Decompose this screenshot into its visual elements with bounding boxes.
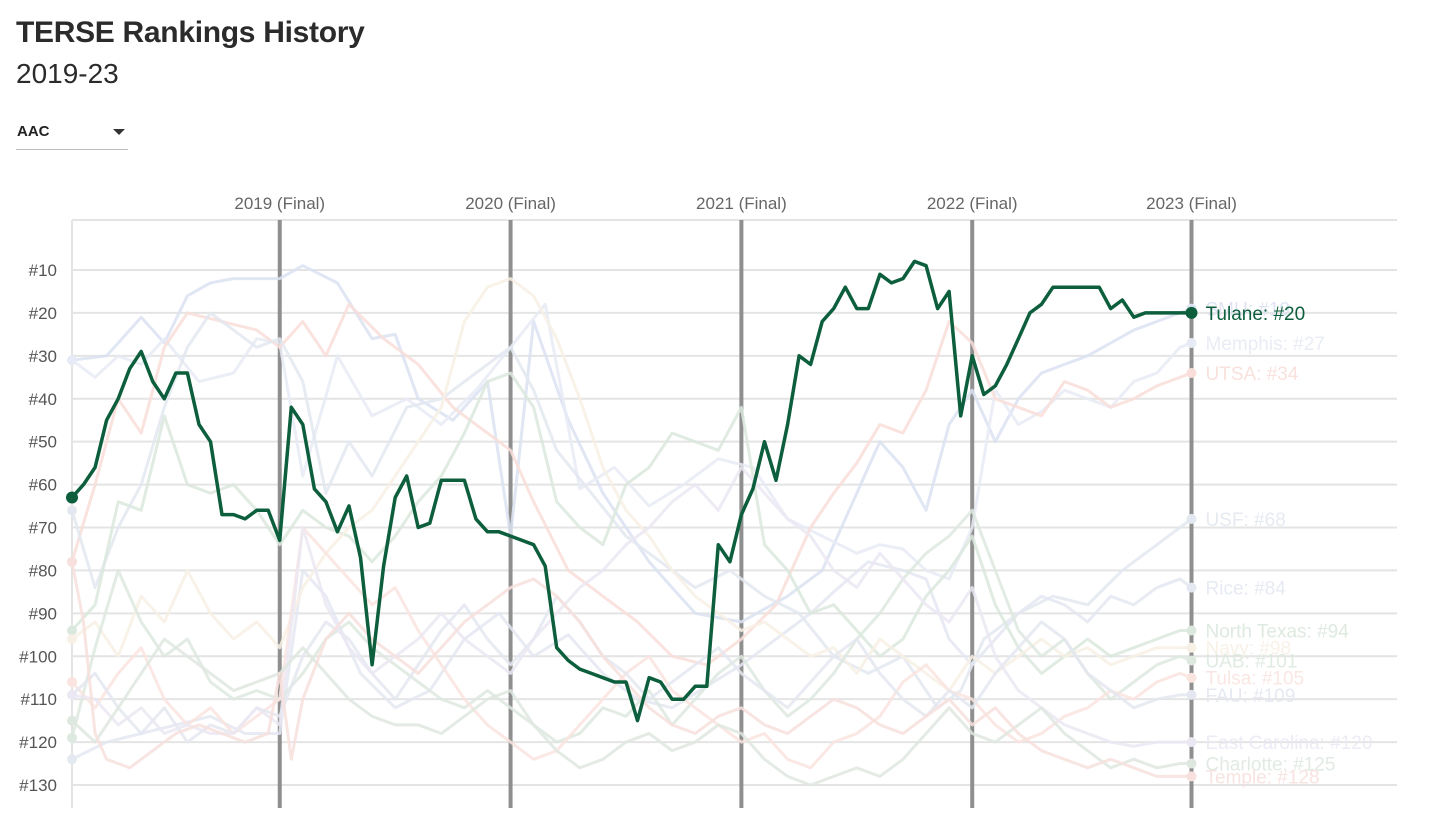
- series-end-marker-charlotte: [1186, 758, 1197, 769]
- series-start-marker-temple: [67, 556, 77, 567]
- series-end-marker-temple: [1186, 771, 1197, 782]
- series-end-label-uab: UAB: #101: [1206, 652, 1298, 673]
- series-end-marker-utsa: [1186, 368, 1197, 378]
- y-tick-label: #120: [19, 733, 57, 752]
- series-start-marker-usf: [67, 505, 77, 516]
- series-end-label-navy: Navy: #98: [1206, 639, 1292, 660]
- series-end-marker-fau: [1186, 689, 1197, 700]
- series-end-marker-tulane: [1185, 306, 1198, 319]
- series-line-tulane: [70, 259, 1194, 723]
- series-end-label-smu: SMU: #19: [1206, 300, 1290, 321]
- series-end-marker-tulsa: [1186, 672, 1197, 683]
- series-end-label-usf: USF: #68: [1206, 510, 1286, 531]
- series-end-label-fau: FAU: #109: [1206, 686, 1296, 707]
- series-start-marker-tulsa: [67, 677, 77, 687]
- y-tick-label: #30: [29, 347, 57, 366]
- series-start-marker-charlotte: [67, 715, 77, 726]
- y-tick-label: #20: [29, 304, 57, 323]
- series-line-tulsa: [70, 526, 1193, 770]
- conference-select-value: AAC: [17, 123, 50, 140]
- y-tick-label: #50: [29, 433, 57, 452]
- series-line-temple: [70, 560, 1193, 778]
- series-end-marker-east-carolina: [1186, 737, 1197, 748]
- series-line-charlotte: [70, 637, 1193, 787]
- y-tick-label: #130: [19, 776, 57, 795]
- y-tick-label: #40: [29, 390, 57, 409]
- series-end-label-east-carolina: East Carolina: #120: [1206, 733, 1373, 754]
- series-start-marker-rice: [67, 754, 77, 765]
- series-end-label-north-texas: North Texas: #94: [1206, 622, 1350, 643]
- chart-subtitle: 2019-23: [16, 58, 119, 89]
- chart-title: TERSE Rankings History: [16, 16, 365, 49]
- y-tick-label: #70: [29, 519, 57, 538]
- series-start-marker-tulane: [66, 491, 78, 504]
- series-end-marker-rice: [1186, 582, 1197, 593]
- series-end-label-utsa: UTSA: #34: [1206, 364, 1299, 385]
- series-end-marker-usf: [1186, 513, 1197, 524]
- y-tick-label: #110: [20, 690, 57, 709]
- series-line-north-texas: [70, 371, 1193, 675]
- series-end-marker-memphis: [1186, 337, 1197, 348]
- series-line-navy: [70, 277, 1193, 693]
- series-start-marker-east-carolina: [67, 689, 77, 700]
- series-end-label-charlotte: Charlotte: #125: [1206, 755, 1336, 776]
- y-tick-label: #100: [19, 647, 57, 666]
- y-tick-label: #90: [29, 604, 57, 623]
- series-line-uab: [70, 508, 1193, 744]
- series-end-label-memphis: Memphis: #27: [1206, 334, 1325, 355]
- series-line-smu: [70, 264, 1193, 624]
- y-tick-label: #80: [29, 561, 57, 580]
- chevron-down-icon: [113, 129, 125, 135]
- series-end-marker-north-texas: [1186, 625, 1197, 636]
- season-label: 2020 (Final): [465, 194, 556, 213]
- series-start-marker-navy: [67, 634, 77, 645]
- season-label: 2021 (Final): [696, 194, 787, 213]
- series-line-rice: [70, 560, 1193, 761]
- season-label: 2019 (Final): [234, 194, 325, 213]
- y-tick-label: #60: [29, 476, 57, 495]
- series-end-label-tulane: Tulane: #20: [1206, 304, 1306, 325]
- series-end-marker-navy: [1186, 642, 1197, 653]
- series-line-east-carolina: [70, 465, 1193, 748]
- series-end-marker-uab: [1186, 655, 1197, 666]
- series-end-label-rice: Rice: #84: [1206, 579, 1287, 600]
- season-label: 2023 (Final): [1146, 194, 1237, 213]
- y-tick-label: #10: [29, 261, 57, 280]
- series-line-utsa: [70, 302, 1193, 667]
- series-end-label-tulsa: Tulsa: #105: [1206, 669, 1305, 690]
- season-label: 2022 (Final): [927, 194, 1018, 213]
- series-line-usf: [70, 311, 1193, 710]
- series-end-label-temple: Temple: #128: [1206, 767, 1320, 788]
- series-start-marker-uab: [67, 732, 77, 743]
- series-start-marker-memphis: [67, 355, 77, 366]
- conference-select[interactable]: AAC: [16, 118, 128, 150]
- series-start-marker-north-texas: [67, 625, 77, 636]
- series-line-memphis: [70, 302, 1193, 581]
